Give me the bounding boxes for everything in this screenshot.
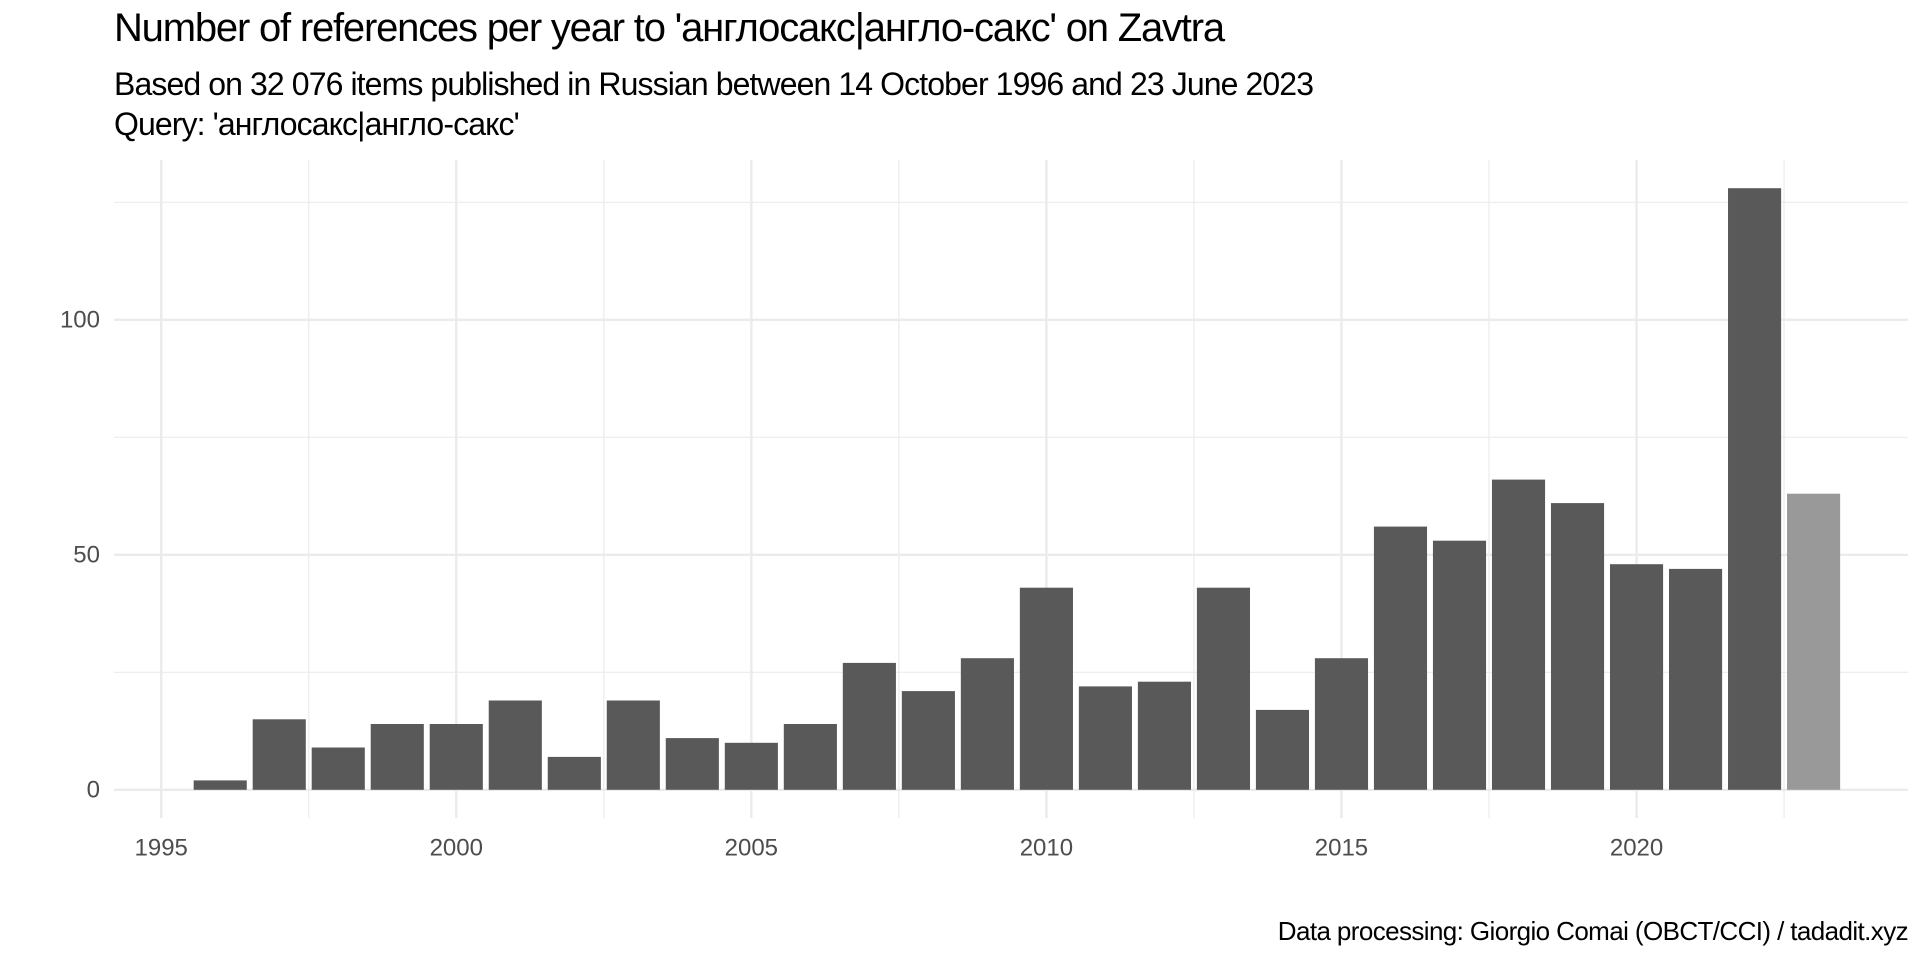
y-tick-label: 100 (60, 306, 100, 333)
bar-1999 (370, 724, 424, 790)
bar-1998 (311, 747, 365, 790)
y-tick-label: 50 (73, 541, 100, 568)
bar-2011 (1078, 686, 1132, 790)
bar-2003 (606, 700, 660, 790)
bar-2002 (547, 756, 601, 790)
x-tick-label: 2005 (725, 835, 778, 862)
chart-subtitle: Based on 32 076 items published in Russi… (114, 64, 1314, 144)
x-tick-label: 2020 (1610, 835, 1663, 862)
bar-2015 (1314, 658, 1369, 790)
bar-2016 (1373, 526, 1428, 790)
bar-2010 (1019, 587, 1073, 790)
bar-2000 (429, 724, 483, 790)
bar-2017 (1432, 540, 1487, 790)
bar-2004 (665, 738, 719, 790)
y-axis: 0 50 100 (60, 306, 100, 803)
x-tick-label: 2010 (1020, 835, 1073, 862)
x-tick-label: 2015 (1315, 835, 1368, 862)
bar-2014 (1255, 709, 1310, 790)
bar-2021 (1668, 568, 1723, 790)
bars (193, 188, 1841, 790)
x-tick-label: 2000 (430, 835, 483, 862)
x-tick-label: 1995 (135, 835, 188, 862)
x-axis: 1995 2000 2005 2010 2015 2020 (135, 835, 1664, 862)
y-tick-label: 0 (87, 776, 100, 803)
bar-1996 (193, 780, 247, 790)
bar-2009 (960, 658, 1014, 790)
subtitle-line-2: Query: 'англосакс|англо-сакс' (114, 106, 520, 142)
bar-2012 (1137, 681, 1191, 790)
bar-2019 (1550, 503, 1605, 790)
bar-2007 (842, 662, 896, 790)
bar-2005 (724, 742, 778, 790)
chart-caption: Data processing: Giorgio Comai (OBCT/CCI… (1277, 916, 1909, 946)
subtitle-line-1: Based on 32 076 items published in Russi… (114, 66, 1314, 102)
bar-2018 (1491, 479, 1546, 790)
bar-2013 (1196, 587, 1251, 790)
chart-title: Number of references per year to 'англос… (114, 6, 1225, 50)
bar-2022 (1728, 188, 1782, 790)
minor-gridlines (114, 160, 1908, 818)
bar-1997 (252, 719, 306, 790)
bar-2001 (488, 700, 542, 790)
bar-2023 (1787, 493, 1841, 790)
bar-2020 (1609, 564, 1664, 790)
bar-2008 (901, 691, 955, 790)
bar-2006 (783, 724, 837, 790)
